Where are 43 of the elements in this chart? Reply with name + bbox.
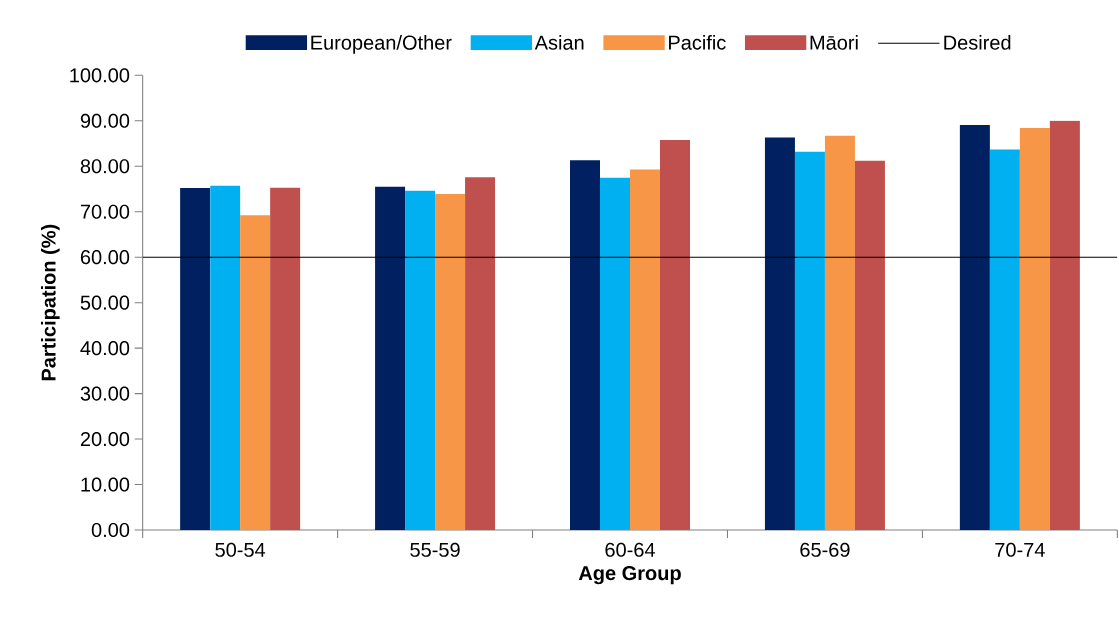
y-axis-title: Participation (%) [40, 224, 60, 381]
bar [959, 124, 990, 530]
bar [210, 185, 241, 530]
y-tick-label: 50.00 [80, 295, 130, 310]
y-tick-label: 40.00 [80, 341, 130, 356]
y-tick-label: 70.00 [80, 204, 130, 219]
bar [435, 194, 466, 530]
bar [465, 177, 496, 530]
bar [824, 135, 855, 530]
bar [570, 160, 600, 530]
y-tick-label: 90.00 [80, 113, 130, 128]
y-tick-label: 0.00 [91, 522, 130, 538]
y-tick-label: 60.00 [80, 250, 130, 265]
legend-label: European/Other [311, 35, 452, 54]
bar [240, 215, 271, 530]
bar [854, 160, 885, 530]
bar [375, 186, 406, 530]
bar [660, 139, 691, 530]
bar [1019, 128, 1050, 530]
y-tick-label: 10.00 [81, 477, 130, 492]
x-tick-label: 60-64 [605, 542, 655, 557]
bar [600, 177, 631, 530]
legend-label: Desired [944, 35, 1011, 50]
bar [764, 137, 795, 530]
bar [180, 188, 211, 530]
x-tick-label: 50-54 [215, 542, 266, 557]
y-tick-label: 20.00 [80, 431, 130, 447]
x-tick-label: 65-69 [800, 542, 850, 557]
x-tick-label: 55-59 [410, 542, 460, 557]
bar [989, 149, 1020, 530]
bar [630, 169, 660, 530]
bar [405, 190, 436, 530]
legend-label: Pacific [669, 35, 726, 50]
x-tick-label: 70-74 [995, 542, 1045, 557]
bar [270, 187, 301, 530]
y-tick-label: 80.00 [80, 159, 130, 174]
x-axis-title: Age Group [578, 566, 681, 585]
legend-label: Asian [534, 35, 584, 50]
bar [794, 151, 825, 530]
y-tick-label: 30.00 [80, 386, 130, 401]
y-tick-label: 100.00 [70, 68, 130, 83]
legend-label: Māori [810, 35, 858, 50]
bar [1049, 120, 1080, 530]
